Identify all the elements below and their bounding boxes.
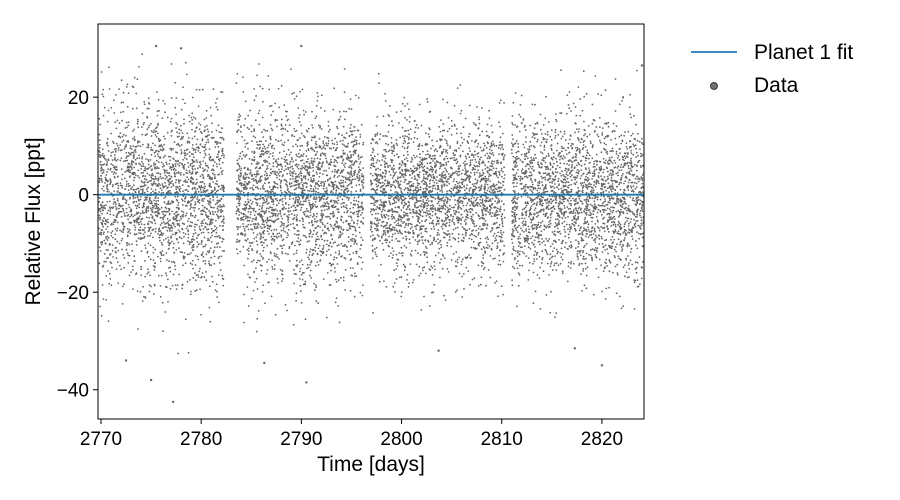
data-point <box>179 47 183 50</box>
data-point <box>437 349 440 352</box>
data-point <box>263 361 266 365</box>
y-tick-label: 20 <box>68 88 89 109</box>
legend-data-swatch <box>710 82 718 90</box>
data-point <box>573 347 577 350</box>
x-tick-label: 2800 <box>380 429 422 450</box>
x-tick-label: 2770 <box>80 429 122 450</box>
legend-data-label: Data <box>754 74 799 97</box>
x-axis-label: Time [days] <box>317 453 425 476</box>
data-point <box>149 378 153 382</box>
axis-ticks: 2770 2780 2790 2800 2810 2820 −40 −20 0 20 <box>57 88 623 450</box>
plot-frame <box>97 23 645 420</box>
legend: Planet 1 fit Data <box>691 41 853 97</box>
data-point <box>300 44 303 48</box>
x-tick-label: 2790 <box>280 429 322 450</box>
y-tick-label: −40 <box>57 381 89 402</box>
data-point <box>600 364 604 367</box>
data-point <box>171 400 175 404</box>
data-point <box>124 359 128 362</box>
data-point <box>154 44 158 48</box>
x-tick-label: 2780 <box>180 429 222 450</box>
y-axis-label: Relative Flux [ppt] <box>22 137 45 305</box>
x-tick-label: 2810 <box>481 429 523 450</box>
data-points-cloud <box>98 53 644 355</box>
data-point <box>640 64 644 67</box>
data-point <box>305 381 308 384</box>
y-tick-label: 0 <box>78 186 89 207</box>
data-scatter <box>98 44 644 404</box>
legend-fit-label: Planet 1 fit <box>754 41 853 64</box>
x-tick-label: 2820 <box>581 429 623 450</box>
y-tick-label: −20 <box>57 283 89 304</box>
